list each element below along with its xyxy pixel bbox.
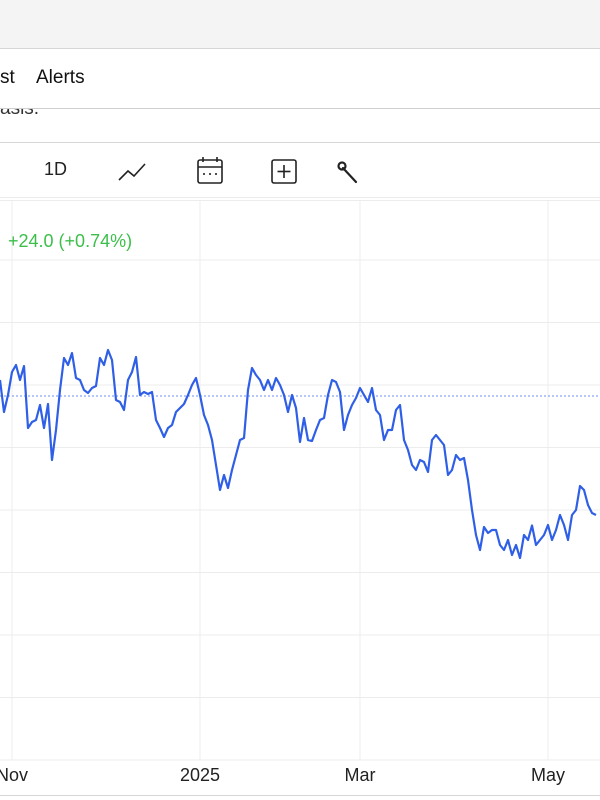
- plot: Nov 2025 Mar May: [0, 348, 600, 785]
- calendar-button[interactable]: [197, 157, 223, 184]
- tab[interactable]: st: [0, 67, 16, 88]
- add-button[interactable]: [271, 159, 297, 184]
- clip: asis.: [0, 98, 39, 119]
- icon: [271, 159, 297, 184]
- icon: [118, 163, 146, 181]
- grid: [0, 197, 600, 761]
- partial-text: asis.: [0, 98, 39, 119]
- icon: [197, 159, 223, 184]
- price-line: [0, 348, 597, 560]
- tab[interactable]: Alerts: [36, 67, 85, 88]
- x-tick-label: May: [531, 765, 565, 785]
- x-tick-label: 2025: [180, 765, 220, 785]
- icon: [337, 161, 347, 171]
- change-label: +24.0 (+0.74%): [8, 231, 132, 251]
- icon: [341, 166, 358, 184]
- top-band: [0, 0, 600, 48]
- interval-button[interactable]: 1D: [44, 159, 67, 179]
- x-tick-label: Nov: [0, 765, 28, 785]
- settings-button[interactable]: [337, 161, 358, 184]
- chart-type-button[interactable]: [118, 163, 146, 181]
- x-tick-label: Mar: [345, 765, 376, 785]
